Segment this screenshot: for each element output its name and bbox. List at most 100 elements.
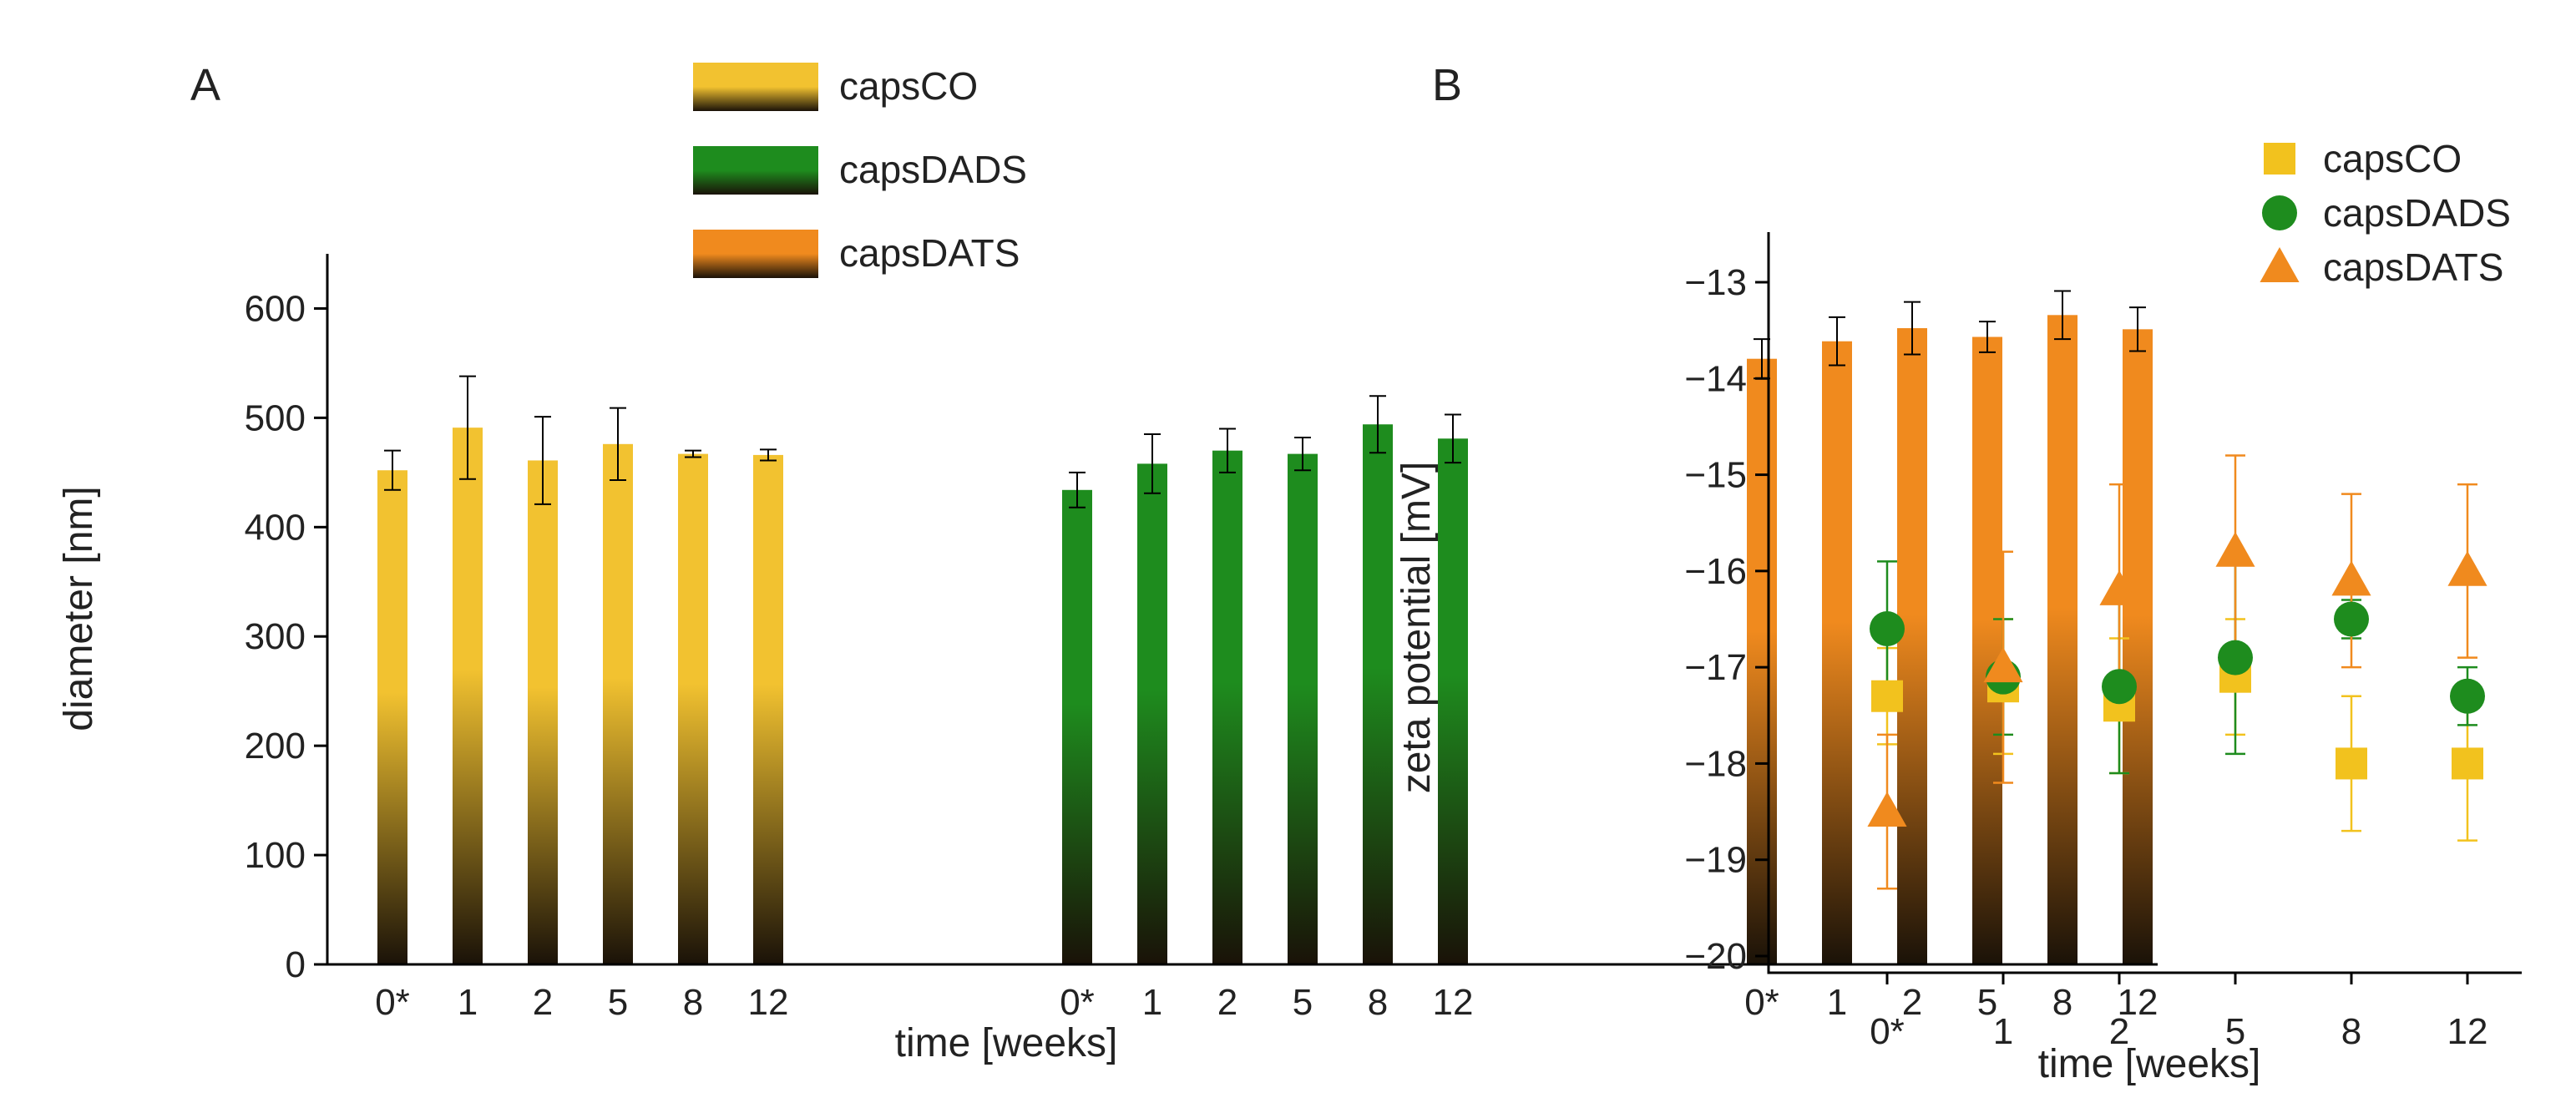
b-x-tick-label: 1: [1993, 1011, 2013, 1052]
a-y-tick-label: 100: [245, 835, 306, 876]
b-legend-label-capsDATS: capsDATS: [2323, 245, 2503, 289]
bar-capsDADS-12: [1438, 438, 1468, 964]
bar-capsDADS-8: [1363, 424, 1393, 964]
a-x-tick-label: 2: [1902, 982, 1922, 1023]
b-x-tick-label: 12: [2447, 1011, 2488, 1052]
b-legend: capsCO capsDADS capsDATS: [2260, 137, 2511, 289]
b-point-capsDATS-2: [2099, 569, 2139, 605]
b-point-capsDADS-5: [2218, 640, 2253, 675]
a-y-tick-label: 300: [245, 616, 306, 657]
a-legend-label-capsCO: capsCO: [839, 64, 978, 108]
b-point-capsDATS-5: [2215, 531, 2255, 567]
error-bar-capsDADS-0*: [1069, 471, 1086, 508]
b-error-bars: [1877, 454, 2477, 890]
bar-capsCO-1: [453, 428, 483, 964]
b-x-ticks: 0* 1 2 5 8 12: [1870, 973, 2487, 1052]
a-legend-swatch-capsDADS: [693, 146, 818, 195]
b-legend-label-capsDADS: capsDADS: [2323, 191, 2511, 235]
b-point-capsCO-0*: [1871, 680, 1903, 712]
bar-capsCO-5: [603, 443, 633, 964]
b-point-capsDATS-12: [2447, 550, 2487, 586]
a-x-tick-label: 8: [683, 982, 703, 1023]
a-y-tick-label: 200: [245, 726, 306, 767]
bar-capsCO-12: [753, 454, 783, 964]
a-y-tick-label: 400: [245, 507, 306, 548]
b-y-tick-label: −20: [1684, 936, 1747, 977]
a-x-tick-label: 0*: [1744, 982, 1779, 1023]
b-legend-marker-capsCO: [2264, 143, 2295, 175]
b-y-tick-label: −16: [1684, 551, 1747, 592]
bar-capsDATS-12: [2123, 329, 2153, 964]
a-legend: capsCO capsDADS capsDATS: [693, 63, 1027, 278]
a-y-ticks: 0 100 200 300 400 500 600: [245, 288, 327, 985]
error-bar-capsDATS-12: [2129, 306, 2146, 352]
b-y-ticks: −20 −19 −18 −17 −16 −15 −14 −13: [1684, 262, 1769, 977]
a-x-tick-label: 5: [608, 982, 628, 1023]
error-bar-capsDATS-8: [2054, 290, 2071, 341]
b-y-tick-label: −19: [1684, 840, 1747, 881]
a-x-tick-label: 5: [1293, 982, 1313, 1023]
b-y-axis-title: zeta potential [mV]: [1394, 462, 1439, 794]
a-y-tick-label: 600: [245, 288, 306, 329]
error-bar-capsDATS-2: [1904, 301, 1921, 356]
b-x-tick-label: 0*: [1870, 1011, 1905, 1052]
b-x-axis-title: time [weeks]: [2038, 1042, 2261, 1086]
a-x-axis-title: time [weeks]: [895, 1021, 1118, 1065]
b-point-capsDATS-1: [1983, 647, 2023, 683]
a-x-tick-label: 0*: [1060, 982, 1095, 1023]
b-y-tick-label: −14: [1684, 358, 1747, 399]
a-x-tick-label: 2: [533, 982, 553, 1023]
b-y-tick-label: −13: [1684, 262, 1747, 303]
bar-capsDADS-5: [1288, 453, 1318, 964]
bar-capsDATS-1: [1822, 341, 1852, 964]
b-points: [1867, 531, 2487, 827]
a-legend-swatch-capsDATS: [693, 230, 818, 278]
a-x-tick-label: 12: [748, 982, 789, 1023]
a-legend-label-capsDADS: capsDADS: [839, 148, 1027, 191]
a-x-tick-label: 12: [1433, 982, 1474, 1023]
bar-capsDATS-5: [1972, 336, 2002, 964]
a-x-tick-label: 0*: [375, 982, 410, 1023]
error-bar-capsDADS-1: [1144, 433, 1161, 494]
a-x-tick-label: 8: [2052, 982, 2072, 1023]
b-legend-marker-capsDADS: [2262, 195, 2297, 230]
a-y-tick-label: 500: [245, 397, 306, 438]
bar-capsDADS-1: [1137, 463, 1167, 964]
b-point-capsDADS-8: [2334, 601, 2369, 637]
a-legend-swatch-capsCO: [693, 63, 818, 111]
error-bar-capsCO-8: [685, 449, 701, 458]
b-point-capsDATS-8: [2331, 560, 2371, 596]
a-x-tick-label: 1: [1142, 982, 1162, 1023]
bar-capsCO-2: [528, 460, 558, 964]
a-y-tick-label: 0: [286, 944, 306, 985]
bar-capsCO-8: [678, 453, 708, 964]
a-x-tick-label: 12: [2118, 982, 2158, 1023]
bar-capsDADS-0*: [1062, 489, 1092, 964]
error-bar-capsDADS-5: [1294, 436, 1311, 472]
error-bar-capsCO-0*: [384, 449, 401, 491]
bar-capsDATS-8: [2047, 315, 2078, 965]
error-bar-capsDATS-5: [1979, 321, 1996, 353]
b-legend-label-capsCO: capsCO: [2323, 137, 2462, 180]
error-bar-capsCO-12: [760, 448, 777, 462]
panel-a-label: A: [190, 60, 220, 110]
b-y-tick-label: −15: [1684, 455, 1747, 496]
a-x-tick-label: 5: [1977, 982, 1997, 1023]
b-point-capsDATS-0*: [1867, 792, 1907, 827]
error-bar-capsCO-2: [534, 416, 551, 505]
bar-capsDATS-2: [1897, 328, 1927, 964]
error-bar-capsCO-5: [610, 407, 626, 482]
a-error-bars: [384, 290, 2146, 508]
b-x-tick-label: 8: [2341, 1011, 2361, 1052]
error-bar-capsDADS-8: [1369, 395, 1386, 454]
b-point-capsDADS-2: [2102, 669, 2137, 705]
b-y-tick-label: −18: [1684, 743, 1747, 784]
b-point-capsCO-8: [2336, 747, 2367, 780]
a-x-tick-label: 1: [1827, 982, 1847, 1023]
a-x-ticks: 0* 1 2 5 8 12 0* 1 2 5 8 12 0* 1 2 5 8 12: [375, 982, 2158, 1023]
error-bar-capsDATS-1: [1829, 316, 1845, 367]
b-point-capsDADS-12: [2450, 678, 2485, 714]
b-y-tick-label: −17: [1684, 647, 1747, 688]
